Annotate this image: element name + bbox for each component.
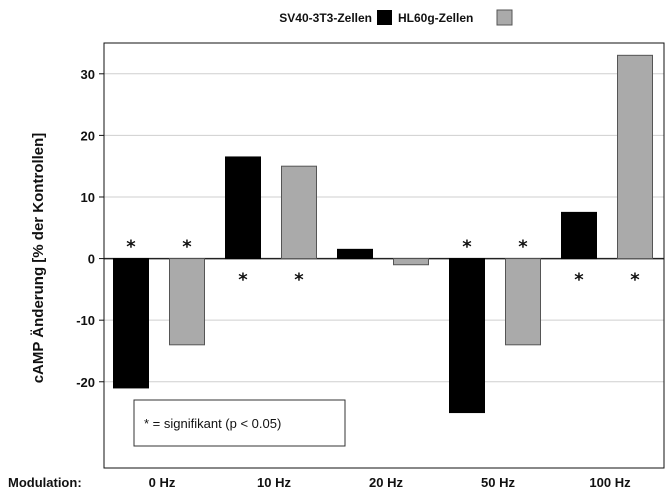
significance-star: * [126, 237, 136, 258]
x-axis-prefix: Modulation: [8, 475, 82, 490]
legend-label-sv40: SV40-3T3-Zellen [279, 11, 372, 25]
legend-swatch-hl60g [496, 9, 513, 26]
y-axis-title: cAMP Änderung [% der Kontrollen] [30, 133, 47, 384]
bar-sv40 [449, 258, 485, 414]
bar-sv40 [113, 258, 149, 389]
x-tick-label: 100 Hz [589, 475, 631, 490]
y-tick-label: 10 [81, 190, 95, 205]
y-tick-label: 30 [81, 67, 95, 82]
significance-star: * [238, 270, 248, 291]
significance-star: * [462, 237, 472, 258]
significance-star: * [518, 237, 528, 258]
significance-markers: * * * * * * * * [126, 237, 640, 291]
significance-note: * = signifikant (p < 0.05) [133, 399, 346, 447]
significance-note-text: * = signifikant (p < 0.05) [144, 416, 281, 431]
bar-hl60g [281, 165, 317, 260]
bars [113, 54, 653, 414]
legend-label-hl60g: HL60g-Zellen [398, 11, 473, 25]
x-axis: Modulation: 0 Hz 10 Hz 20 Hz 50 Hz 100 Hz [8, 475, 631, 490]
y-tick-label: 0 [88, 252, 95, 267]
bar-hl60g [393, 258, 429, 266]
x-tick-label: 10 Hz [257, 475, 291, 490]
bar-sv40 [337, 248, 373, 260]
bar-sv40 [225, 156, 261, 260]
significance-star: * [294, 270, 304, 291]
significance-note-box [133, 399, 346, 447]
significance-star: * [574, 270, 584, 291]
bar-sv40 [561, 211, 597, 260]
legend-swatch-sv40 [377, 10, 392, 25]
x-tick-label: 50 Hz [481, 475, 515, 490]
plot-frame [103, 42, 665, 469]
y-axis: -20 -10 0 10 20 30 [76, 67, 104, 390]
x-tick-label: 20 Hz [369, 475, 403, 490]
significance-star: * [182, 237, 192, 258]
y-tick-label: -20 [76, 375, 95, 390]
legend: SV40-3T3-Zellen HL60g-Zellen [279, 9, 513, 26]
significance-star: * [630, 270, 640, 291]
x-tick-label: 0 Hz [149, 475, 176, 490]
y-tick-label: 20 [81, 128, 95, 143]
bar-hl60g [169, 258, 205, 346]
bar-hl60g [617, 54, 653, 260]
bar-hl60g [505, 258, 541, 346]
y-tick-label: -10 [76, 313, 95, 328]
